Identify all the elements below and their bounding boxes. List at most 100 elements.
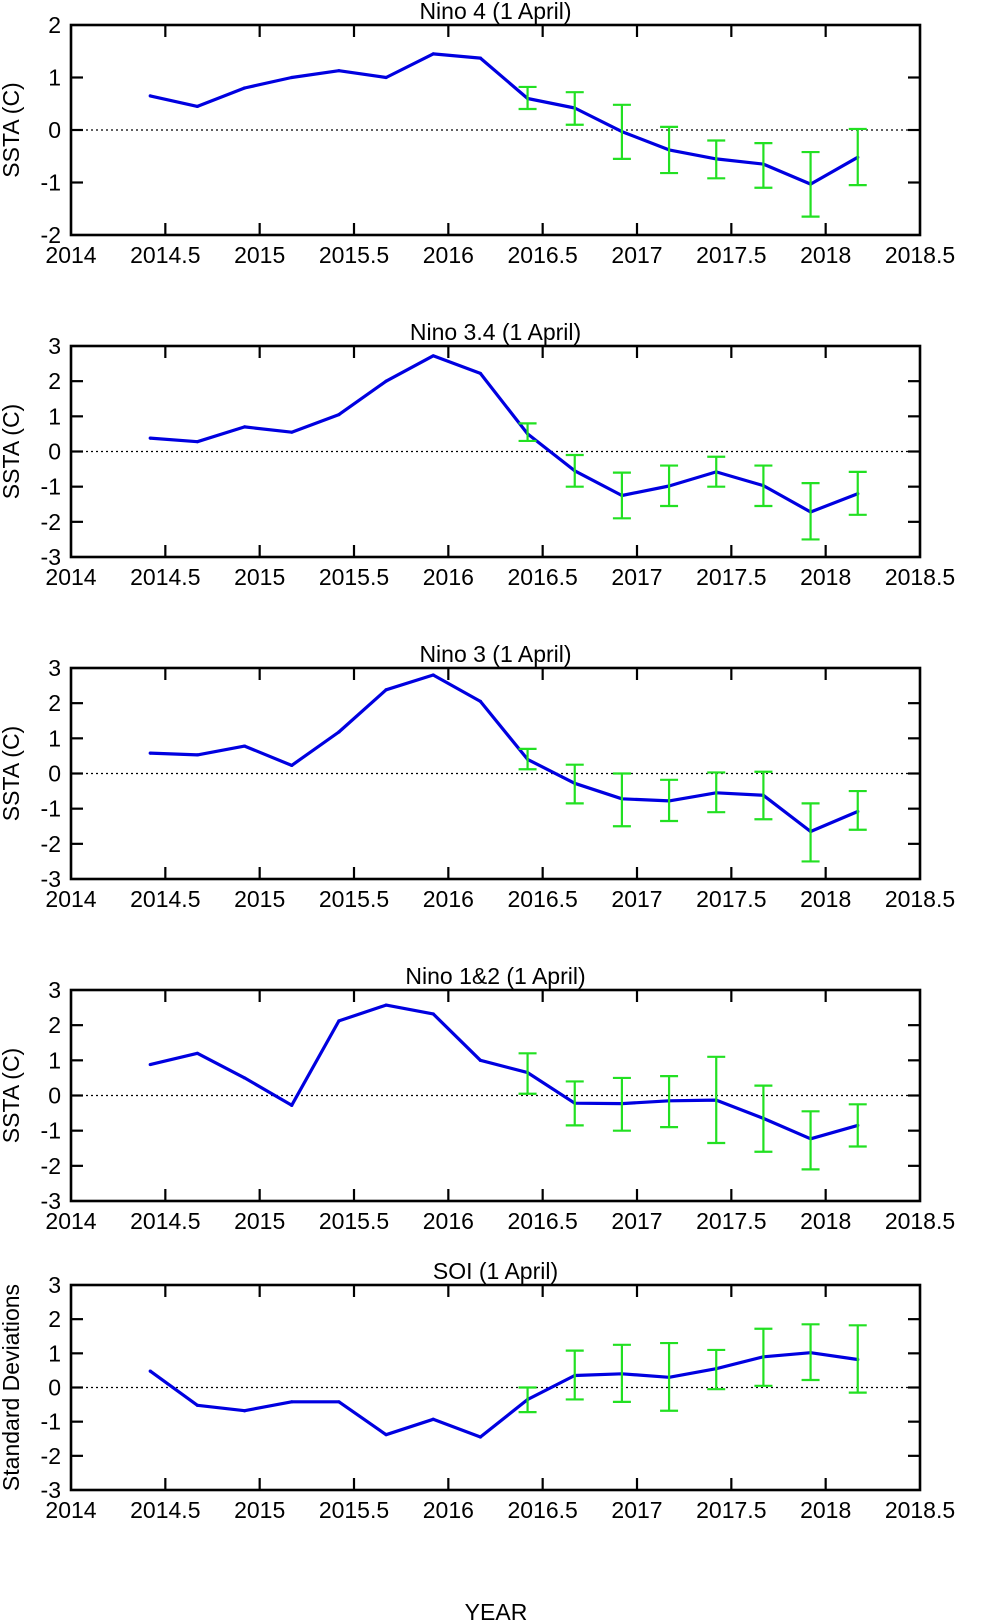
y-tick-label: -1 <box>41 474 61 500</box>
x-tick-label: 2018.5 <box>885 564 955 590</box>
error-bar <box>707 1348 726 1391</box>
error-bar <box>565 1080 584 1127</box>
error-bar <box>707 771 726 814</box>
x-tick-label: 2015.5 <box>319 242 389 268</box>
error-bar <box>848 127 867 187</box>
data-point <box>478 56 483 60</box>
data-point <box>242 1409 247 1413</box>
y-axis-label: SSTA (C) <box>0 1048 24 1143</box>
y-tick-label: -2 <box>41 222 61 248</box>
series-line <box>150 673 859 834</box>
x-tick-label: 2018 <box>800 1497 851 1523</box>
error-bar <box>565 453 584 488</box>
error-bar <box>518 422 537 443</box>
data-point <box>431 52 435 56</box>
error-bar <box>660 464 679 508</box>
x-tick-label: 2017.5 <box>696 886 766 912</box>
error-bar <box>707 455 726 488</box>
data-point <box>290 1103 294 1107</box>
x-tick-label: 2018 <box>800 242 851 268</box>
data-point <box>337 730 341 734</box>
y-tick-label: -3 <box>41 544 61 570</box>
x-tick-label: 2014 <box>45 1497 96 1523</box>
x-tick-label: 2017 <box>611 886 662 912</box>
y-tick-label: -3 <box>41 866 61 892</box>
error-bar <box>848 789 867 831</box>
data-point <box>431 1012 435 1016</box>
panel-4: 2014 2014.5 2015 2015.5 2016 2016.5 2017 2017.5… <box>0 1258 955 1523</box>
y-tick-label: 2 <box>48 368 61 394</box>
data-point <box>384 75 388 80</box>
x-tick-label: 2018.5 <box>885 886 955 912</box>
data-point <box>478 1435 483 1439</box>
x-tick-label: 2017.5 <box>696 1208 766 1234</box>
data-point <box>337 69 341 73</box>
x-tick-label: 2017 <box>611 1497 662 1523</box>
y-tick-label: -2 <box>41 1153 61 1179</box>
data-point <box>242 86 247 90</box>
data-point <box>384 688 388 692</box>
data-point <box>148 751 152 755</box>
x-tick-label: 2018 <box>800 886 851 912</box>
error-bar <box>612 1343 631 1403</box>
y-tick-label: 2 <box>48 690 61 716</box>
y-tick-label: 3 <box>48 1272 61 1298</box>
x-tick-label: 2015 <box>234 1208 285 1234</box>
error-bar <box>660 1075 679 1129</box>
data-point <box>148 1062 152 1067</box>
y-tick-label: -2 <box>41 831 61 857</box>
y-axis-label: SSTA (C) <box>0 82 24 177</box>
panel-title: Nino 1&2 (1 April) <box>405 963 585 989</box>
x-tick-label: 2017 <box>611 242 662 268</box>
error-bar <box>565 91 584 126</box>
x-tick-label: 2017.5 <box>696 242 766 268</box>
x-tick-label: 2014.5 <box>130 1208 200 1234</box>
error-bar <box>518 747 537 771</box>
x-tick-label: 2016 <box>423 1208 474 1234</box>
error-bar <box>660 125 679 175</box>
data-point <box>384 379 388 383</box>
y-tick-label: 3 <box>48 977 61 1003</box>
error-bar <box>612 103 631 160</box>
panel-title: Nino 3 (1 April) <box>419 641 571 667</box>
panel-title: SOI (1 April) <box>433 1258 558 1284</box>
plot-frame <box>69 344 922 559</box>
data-point <box>431 354 435 358</box>
plot-frame <box>69 666 922 881</box>
data-point <box>384 1003 388 1007</box>
data-point <box>290 430 294 434</box>
error-bar <box>754 142 773 189</box>
panel-3: 2014 2014.5 2015 2015.5 2016 2016.5 2017 2017.5… <box>0 963 955 1234</box>
error-bar <box>848 1324 867 1394</box>
error-bar <box>754 1084 773 1153</box>
x-tick-label: 2014 <box>45 886 96 912</box>
x-tick-label: 2015 <box>234 886 285 912</box>
x-tick-label: 2014 <box>45 1208 96 1234</box>
y-tick-label: 1 <box>48 1340 61 1366</box>
error-bar <box>612 772 631 828</box>
x-tick-label: 2018 <box>800 1208 851 1234</box>
x-tick-label: 2015.5 <box>319 564 389 590</box>
panel-0: 2014 2014.5 2015 2015.5 2016 2016.5 2017 2017.5… <box>0 0 955 268</box>
error-bar <box>707 1055 726 1145</box>
series-line <box>150 354 859 514</box>
x-tick-label: 2016.5 <box>507 242 577 268</box>
y-tick-label: 0 <box>48 1375 61 1401</box>
data-point <box>195 1403 200 1407</box>
y-axis-label: SSTA (C) <box>0 404 24 499</box>
y-tick-label: -3 <box>41 1188 61 1214</box>
data-point <box>195 440 200 444</box>
error-bar <box>848 470 867 516</box>
error-bar <box>565 1349 584 1401</box>
data-point <box>195 104 200 108</box>
error-bar <box>707 139 726 180</box>
error-bar <box>518 1386 537 1414</box>
data-point <box>290 75 294 80</box>
x-tick-label: 2018 <box>800 564 851 590</box>
y-tick-label: -3 <box>41 1477 61 1503</box>
x-tick-label: 2018.5 <box>885 1497 955 1523</box>
error-bar <box>801 1323 820 1382</box>
x-tick-label: 2017 <box>611 1208 662 1234</box>
panel-title: Nino 3.4 (1 April) <box>410 319 581 345</box>
